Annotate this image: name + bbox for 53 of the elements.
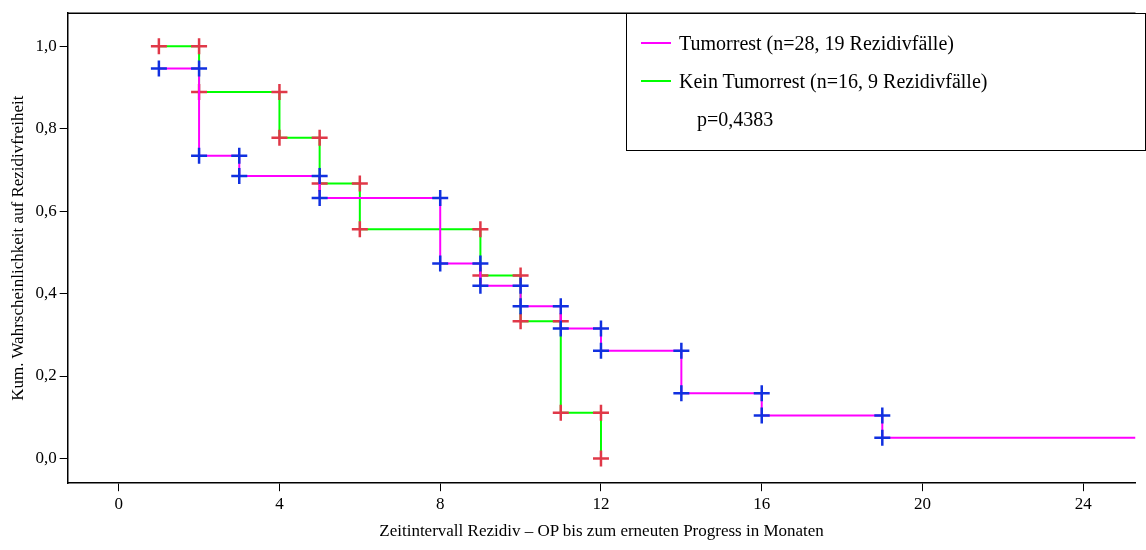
point	[230, 146, 249, 166]
x-tick-label: 0	[114, 493, 123, 513]
point	[672, 384, 691, 403]
point	[149, 36, 169, 56]
annotation: p=0,4383	[696, 107, 775, 133]
point	[873, 406, 892, 425]
point	[511, 276, 530, 295]
point	[873, 428, 892, 448]
y-tick-label: 0,2	[35, 365, 57, 385]
point	[511, 311, 530, 331]
point	[430, 254, 450, 273]
point	[551, 403, 571, 422]
point	[310, 166, 329, 186]
point	[471, 219, 490, 239]
point	[752, 384, 771, 403]
point	[511, 297, 530, 316]
point	[752, 406, 771, 425]
point	[189, 146, 209, 166]
point	[189, 59, 209, 78]
y-tick-label: 1,0	[35, 35, 57, 55]
point	[551, 297, 571, 316]
point	[471, 276, 490, 295]
legend-label: Tumorrest (n=28, 19 Rezidivfälle)	[679, 31, 954, 55]
point	[430, 188, 450, 208]
point	[230, 166, 249, 186]
point	[471, 254, 490, 273]
point	[591, 319, 611, 338]
y-tick-label: 0,4	[35, 283, 58, 303]
x-tick-label: 4	[275, 493, 285, 513]
x-tick-label: 20	[913, 493, 931, 513]
point	[551, 319, 571, 338]
point	[270, 82, 289, 102]
point	[189, 36, 209, 56]
x-tick-label: 24	[1074, 493, 1093, 513]
point	[350, 174, 370, 193]
y-axis-title: Kum. Wahrscheinlichkeit auf Rezidivfreiheit	[7, 95, 27, 401]
legend-label: Kein Tumorrest (n=16, 9 Rezidivfälle)	[679, 69, 988, 93]
y-tick-label: 0,8	[35, 118, 57, 138]
point	[591, 341, 611, 361]
y-tick-label: 0,6	[35, 200, 57, 220]
point	[350, 219, 370, 239]
point	[270, 128, 289, 147]
x-tick-label: 16	[753, 493, 771, 513]
point	[310, 128, 329, 147]
x-axis-title: Zeitintervall Rezidiv – OP bis zum erneuten Progress in Monaten	[379, 521, 825, 541]
x-tick-label: 12	[592, 493, 610, 513]
y-tick-label: 0,0	[35, 447, 57, 467]
point	[591, 449, 611, 468]
x-tick-label: 8	[435, 493, 445, 513]
point	[149, 59, 169, 78]
point	[672, 341, 691, 361]
point	[310, 188, 329, 208]
point	[591, 403, 611, 422]
